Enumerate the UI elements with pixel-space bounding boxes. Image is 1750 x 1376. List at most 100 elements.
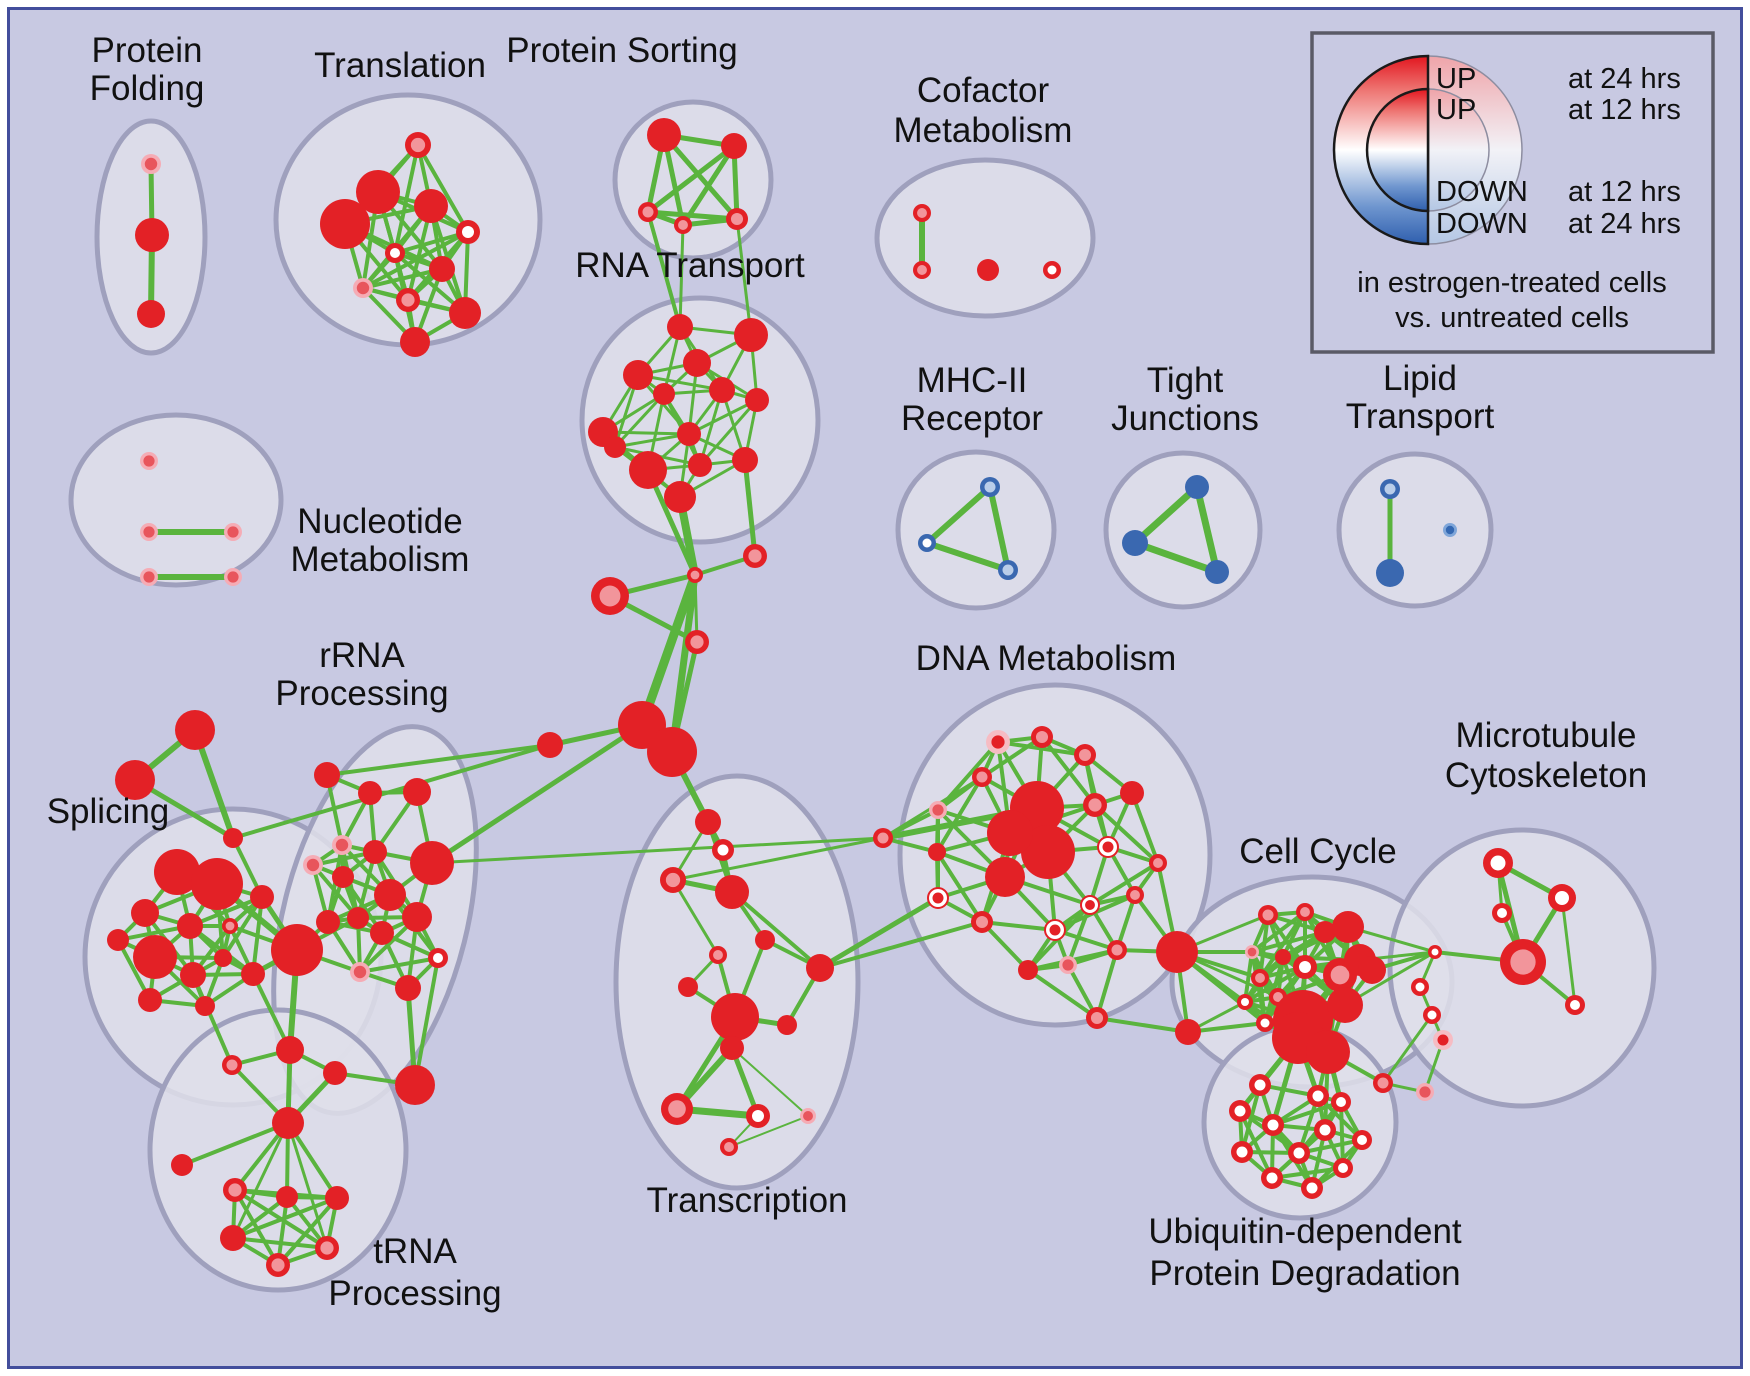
gene-node-dna-metabolism-8[interactable] bbox=[1021, 825, 1075, 879]
gene-node-transcription-0[interactable] bbox=[695, 809, 721, 835]
gene-node-translation-0-inner bbox=[410, 137, 426, 153]
gene-node-cofactor-metabolism-2[interactable] bbox=[977, 259, 999, 281]
gene-node-translation-3[interactable] bbox=[414, 189, 448, 223]
gene-node-rna-transport-11[interactable] bbox=[688, 453, 712, 477]
gene-node-cell-cycle-17[interactable] bbox=[1306, 1030, 1350, 1074]
gene-node-backbone-1[interactable] bbox=[115, 760, 155, 800]
gene-node-transcription-10[interactable] bbox=[720, 1036, 744, 1060]
gene-node-splicing-8[interactable] bbox=[214, 949, 232, 967]
gene-node-tight-junctions-2[interactable] bbox=[1205, 560, 1229, 584]
gene-node-dna-metabolism-6[interactable] bbox=[1120, 781, 1144, 805]
gene-node-trna-processing-2[interactable] bbox=[325, 1186, 349, 1210]
gene-node-translation-2[interactable] bbox=[320, 199, 370, 249]
gene-node-protein-folding-2[interactable] bbox=[137, 300, 165, 328]
gene-node-rrna-processing-20[interactable] bbox=[323, 1061, 347, 1085]
gene-node-rna-transport-0[interactable] bbox=[667, 314, 693, 340]
edge bbox=[613, 392, 666, 449]
gene-node-rna-transport-13[interactable] bbox=[664, 481, 696, 513]
gene-node-lipid-transport-2[interactable] bbox=[1376, 559, 1404, 587]
gene-node-trna-processing-1[interactable] bbox=[276, 1186, 298, 1208]
gene-node-dna-metabolism-23[interactable] bbox=[1175, 1019, 1201, 1045]
gene-node-splicing-7[interactable] bbox=[180, 962, 206, 988]
gene-node-rrna-processing-10[interactable] bbox=[316, 910, 340, 934]
edge bbox=[817, 895, 941, 971]
gene-node-transcription-9[interactable] bbox=[777, 1015, 797, 1035]
legend-down-12-time: at 12 hrs bbox=[1568, 176, 1681, 208]
gene-node-rrna-processing-12[interactable] bbox=[370, 921, 394, 945]
gene-node-transcription-4[interactable] bbox=[755, 930, 775, 950]
gene-node-tight-junctions-1[interactable] bbox=[1122, 530, 1148, 556]
gene-node-rna-transport-3[interactable] bbox=[683, 349, 711, 377]
gene-node-rrna-processing-8[interactable] bbox=[374, 879, 406, 911]
gene-node-backbone-5[interactable] bbox=[647, 727, 697, 777]
edge bbox=[671, 836, 885, 882]
gene-node-splicing-5[interactable] bbox=[250, 885, 274, 909]
gene-node-backbone-2[interactable] bbox=[223, 828, 243, 848]
gene-node-protein-sorting-1[interactable] bbox=[721, 133, 747, 159]
gene-node-rrna-processing-6[interactable] bbox=[332, 866, 354, 888]
gene-node-transcription-7[interactable] bbox=[678, 977, 698, 997]
gene-node-splicing-2[interactable] bbox=[131, 899, 159, 927]
gene-node-splicing-11[interactable] bbox=[138, 988, 162, 1012]
gene-node-rrna-processing-17[interactable] bbox=[395, 1065, 435, 1105]
gene-node-translation-9[interactable] bbox=[449, 297, 481, 329]
gene-node-splicing-12[interactable] bbox=[195, 996, 215, 1016]
gene-node-rrna-processing-11[interactable] bbox=[347, 907, 369, 929]
gene-node-rrna-processing-18[interactable] bbox=[276, 1036, 304, 1064]
gene-node-protein-sorting-0[interactable] bbox=[647, 118, 681, 152]
gene-node-dna-metabolism-10[interactable] bbox=[985, 857, 1025, 897]
cluster-ellipse-mhc-ii-receptor bbox=[895, 449, 1057, 611]
gene-node-rna-transport-9[interactable] bbox=[604, 436, 626, 458]
gene-node-rrna-processing-0[interactable] bbox=[314, 762, 340, 788]
gene-node-rrna-processing-1[interactable] bbox=[358, 781, 382, 805]
gene-node-cell-cycle-3[interactable] bbox=[1332, 911, 1364, 943]
gene-node-rrna-processing-21[interactable] bbox=[272, 1107, 304, 1139]
gene-node-transcription-6[interactable] bbox=[806, 954, 834, 982]
gene-node-dna-metabolism-24[interactable] bbox=[1156, 931, 1198, 973]
gene-node-cell-cycle-12-inner bbox=[1260, 1018, 1270, 1028]
gene-node-transcription-3[interactable] bbox=[715, 875, 749, 909]
gene-node-dna-metabolism-9[interactable] bbox=[987, 810, 1033, 856]
gene-node-splicing-9[interactable] bbox=[241, 962, 265, 986]
gene-node-rna-transport-10[interactable] bbox=[629, 451, 667, 489]
gene-node-trna-processing-3[interactable] bbox=[220, 1225, 246, 1251]
gene-node-dna-metabolism-19[interactable] bbox=[1018, 960, 1038, 980]
gene-node-splicing-10[interactable] bbox=[107, 929, 129, 951]
edge bbox=[231, 743, 552, 840]
gene-node-translation-10[interactable] bbox=[400, 327, 430, 357]
gene-node-translation-1[interactable] bbox=[356, 170, 400, 214]
gene-node-cell-cycle-2[interactable] bbox=[1314, 921, 1336, 943]
gene-node-rrna-processing-5[interactable] bbox=[363, 840, 387, 864]
gene-node-tight-junctions-0[interactable] bbox=[1185, 475, 1209, 499]
gene-node-rrna-processing-7[interactable] bbox=[410, 841, 454, 885]
gene-node-rrna-processing-2[interactable] bbox=[403, 778, 431, 806]
gene-node-rrna-processing-9[interactable] bbox=[402, 902, 432, 932]
gene-node-rna-transport-1[interactable] bbox=[734, 318, 768, 352]
gene-node-dna-metabolism-11[interactable] bbox=[928, 843, 946, 861]
gene-node-backbone-0[interactable] bbox=[175, 710, 215, 750]
gene-node-rna-transport-4[interactable] bbox=[709, 377, 735, 403]
gene-node-rrna-processing-22[interactable] bbox=[171, 1154, 193, 1176]
gene-node-splicing-6[interactable] bbox=[133, 935, 177, 979]
gene-node-transcription-8[interactable] bbox=[711, 993, 759, 1041]
cluster-ellipse-nucleotide-metabolism bbox=[68, 412, 284, 588]
gene-node-rrna-processing-13[interactable] bbox=[271, 924, 323, 976]
gene-node-rna-transport-2[interactable] bbox=[623, 360, 653, 390]
gene-node-rna-transport-5[interactable] bbox=[745, 388, 769, 412]
gene-node-translation-6[interactable] bbox=[429, 256, 455, 282]
gene-node-splicing-1[interactable] bbox=[191, 858, 243, 910]
cluster-ellipse-cofactor-metabolism bbox=[874, 157, 1096, 319]
gene-node-splicing-0[interactable] bbox=[154, 849, 200, 895]
gene-node-rna-transport-8[interactable] bbox=[677, 422, 701, 446]
gene-node-cell-cycle-15[interactable] bbox=[1358, 956, 1386, 984]
gene-node-protein-folding-1[interactable] bbox=[135, 218, 169, 252]
gene-node-cell-cycle-14[interactable] bbox=[1327, 987, 1363, 1023]
gene-node-rrna-processing-16[interactable] bbox=[395, 975, 421, 1001]
gene-node-rna-transport-12[interactable] bbox=[732, 447, 758, 473]
edge bbox=[987, 484, 1011, 573]
gene-node-backbone-3[interactable] bbox=[537, 732, 563, 758]
gene-node-splicing-3[interactable] bbox=[177, 913, 203, 939]
gene-node-rna-transport-6[interactable] bbox=[653, 383, 675, 405]
gene-node-cell-cycle-5[interactable] bbox=[1275, 949, 1291, 965]
legend-down-12-label: DOWN bbox=[1436, 176, 1528, 208]
